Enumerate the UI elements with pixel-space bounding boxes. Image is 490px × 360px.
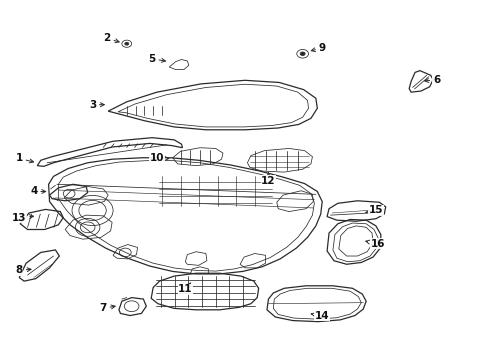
Circle shape bbox=[125, 42, 129, 45]
Text: 5: 5 bbox=[148, 54, 166, 64]
Text: 10: 10 bbox=[150, 153, 169, 163]
Text: 9: 9 bbox=[311, 43, 326, 53]
Text: 14: 14 bbox=[311, 311, 329, 320]
Text: 15: 15 bbox=[366, 206, 383, 216]
Text: 11: 11 bbox=[178, 283, 193, 294]
Circle shape bbox=[300, 52, 305, 55]
Text: 13: 13 bbox=[12, 213, 33, 222]
Text: 8: 8 bbox=[16, 265, 31, 275]
Text: 3: 3 bbox=[89, 100, 104, 110]
Text: 2: 2 bbox=[103, 33, 119, 43]
Text: 12: 12 bbox=[261, 172, 276, 186]
Text: 6: 6 bbox=[425, 75, 440, 85]
Text: 7: 7 bbox=[99, 303, 115, 314]
Text: 1: 1 bbox=[16, 153, 34, 163]
Text: 4: 4 bbox=[30, 186, 46, 197]
Text: 16: 16 bbox=[366, 239, 385, 249]
